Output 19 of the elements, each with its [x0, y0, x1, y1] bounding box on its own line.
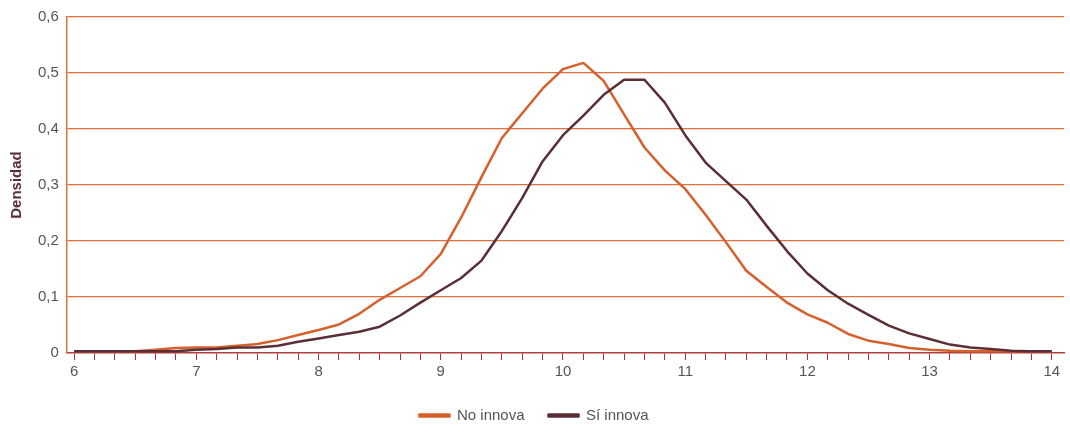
- y-tick-label: 0,3: [37, 175, 59, 193]
- x-tick-label: 9: [436, 362, 445, 380]
- x-tick-label: 12: [799, 362, 816, 380]
- y-tick-label: 0: [50, 343, 59, 361]
- y-tick-label: 0,5: [37, 63, 59, 81]
- x-tick-label: 11: [677, 362, 693, 380]
- x-tick-label: 7: [192, 362, 201, 380]
- legend-label: Sí innova: [586, 405, 650, 423]
- y-tick-label: 0,2: [37, 231, 59, 249]
- x-tick-label: 10: [554, 362, 572, 380]
- x-tick-label: 13: [921, 362, 938, 380]
- y-tick-label: 0,1: [37, 287, 59, 305]
- x-tick-label: 6: [70, 362, 79, 380]
- legend-label: No innova: [456, 405, 526, 423]
- y-tick-label: 0,4: [37, 119, 59, 137]
- y-axis-title: Densidad: [7, 151, 25, 219]
- x-tick-label: 8: [314, 362, 323, 380]
- x-tick-label: 14: [1043, 362, 1061, 380]
- y-tick-label: 0,6: [37, 7, 59, 25]
